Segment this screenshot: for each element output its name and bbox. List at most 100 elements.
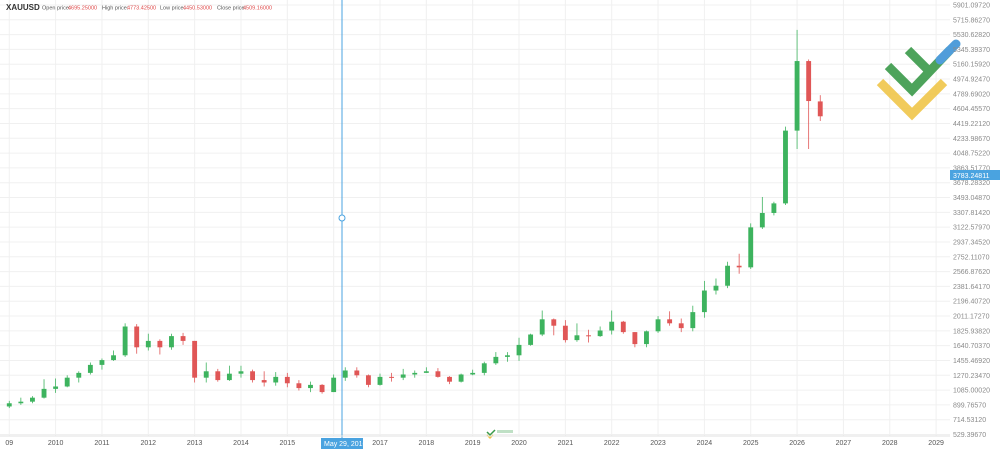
y-tick-label: 4974.92470 [953,77,990,84]
crosshair [338,0,346,440]
x-tick-label: 2017 [372,440,388,447]
candle-body [342,370,348,378]
y-tick-label: 5715.86270 [953,17,990,24]
candle-body [169,336,174,348]
candle-body [145,340,151,348]
candle-body [794,61,800,131]
candle [342,367,348,381]
candle [678,318,684,333]
candle-body [447,376,452,382]
candle-body [423,371,429,373]
y-tick-label: 1640.70370 [953,343,990,350]
candle-body [180,336,186,341]
candle-body [6,403,12,407]
candle [354,367,360,378]
x-tick-label: 2022 [604,440,620,447]
candle [701,280,707,318]
candle-body [331,377,337,393]
crosshair-handle[interactable] [338,214,346,222]
x-tick-label: 2024 [697,440,713,447]
y-tick-label: 4048.75220 [953,151,990,158]
candle [157,339,163,355]
candle-body [759,212,765,228]
x-tick-label: 2018 [419,440,435,447]
candle [412,370,418,378]
candle-body [53,386,59,389]
candle [76,371,82,383]
candle [99,358,105,370]
candle [111,350,116,361]
candle-body [632,332,638,345]
x-tick-label: 2029 [928,440,944,447]
candle-body [261,380,267,383]
candle [667,311,673,326]
candle-body [470,372,476,375]
candle-body [539,319,545,335]
candle-body [806,61,812,102]
candle [238,365,244,378]
candle-body [226,373,232,381]
candle [41,379,47,399]
candle-body [562,325,568,341]
candle [725,261,730,289]
candle-body [713,285,719,291]
candle-body [667,319,673,324]
candle-body [377,376,383,385]
y-tick-label: 714.53120 [953,417,986,424]
x-tick-label: 2020 [511,440,527,447]
candle [296,380,302,391]
candle-body [678,323,684,329]
candles [6,29,823,409]
crosshair-date-label: May 29, 2016 [324,441,367,448]
candle-body [215,371,221,381]
x-tick-label: 09 [5,440,13,447]
candle-body [771,203,777,213]
high-label: High price: [102,6,129,12]
crosshair-price-label: 3783.24811 [953,173,990,180]
y-tick-label: 899.76570 [953,402,986,409]
candle-body [505,355,510,357]
candle-body [273,376,279,383]
candle [134,324,140,354]
candle [192,340,198,383]
candle [308,381,313,393]
high-value: 4773.42500 [127,6,156,12]
candle [655,316,661,333]
candle-body [18,401,24,404]
candle-body [493,356,499,364]
candle-body [99,360,105,365]
y-tick-label: 2196.40720 [953,299,990,306]
candle [331,374,337,393]
open-label: Open price: [42,6,71,12]
candle-body [284,376,290,384]
candle-body [736,265,742,268]
candle [250,369,255,383]
candle [365,374,371,388]
open-value: 4695.25000 [68,6,97,12]
candle-body [64,377,70,387]
candle [30,396,35,404]
candle [562,320,568,343]
x-tick-label: 2027 [836,440,852,447]
candle-body [574,335,580,341]
y-tick-label: 1085.00020 [953,388,990,395]
x-tick-label: 2011 [94,440,109,447]
candle-body [458,374,464,382]
y-tick-label: 4233.98670 [953,136,990,143]
candle [481,361,487,376]
candle [458,373,464,383]
candle [759,196,765,229]
candle [400,368,406,381]
candle [783,126,788,205]
candle-body [644,331,649,345]
candle [284,372,290,388]
candle-body [783,130,788,204]
candle [609,310,615,335]
x-tick-label: 2021 [558,440,574,447]
x-tick-label: 2012 [141,440,157,447]
candle-body [354,370,360,376]
y-tick-label: 2011.17270 [953,314,990,321]
candle [794,29,800,150]
candle [377,373,383,386]
